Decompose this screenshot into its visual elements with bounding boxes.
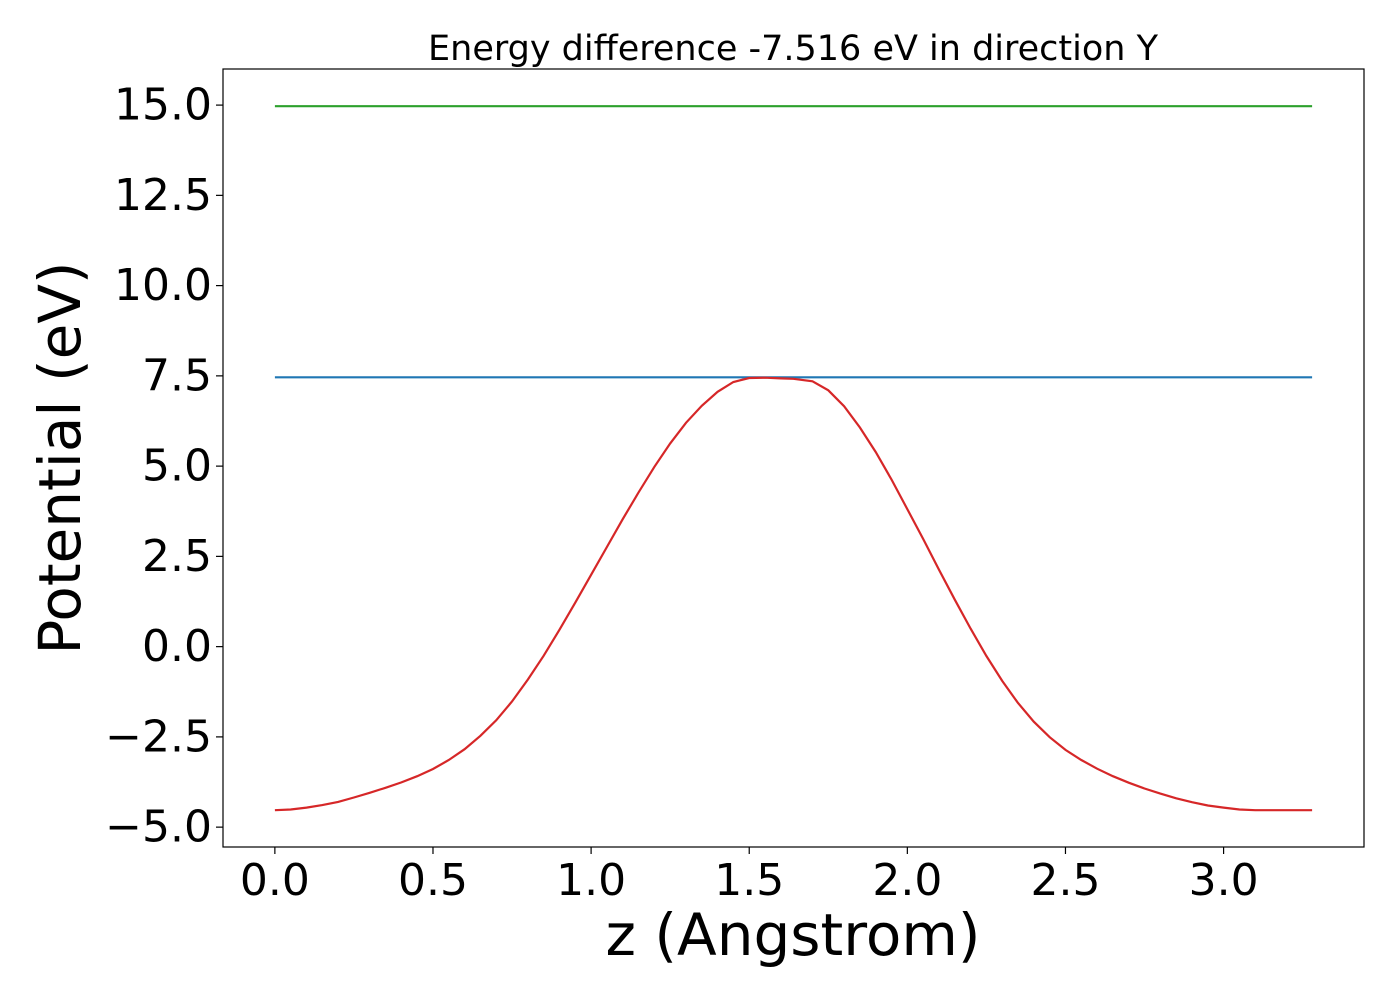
y-axis-label: Potential (eV): [26, 261, 94, 654]
x-tick-label: 1.0: [556, 855, 626, 906]
x-axis-ticks: 0.0 0.5 1.0 1.5 2.0 2.5 3.0: [240, 847, 1259, 906]
x-tick-label: 2.5: [1030, 855, 1100, 906]
plot-area: [274, 105, 1313, 812]
y-tick-label: 15.0: [114, 80, 212, 131]
series-line-3: [274, 376, 1313, 812]
x-tick-label: 3.0: [1189, 855, 1259, 906]
y-tick-label: 2.5: [142, 531, 212, 582]
x-tick-label: 1.5: [714, 855, 784, 906]
y-tick-label: −2.5: [105, 711, 212, 762]
y-axis-ticks: −5.0 −2.5 0.0 2.5 5.0 7.5 10.0 12.5 15.0: [105, 80, 223, 853]
y-tick-label: −5.0: [105, 802, 212, 853]
y-tick-label: 5.0: [142, 441, 212, 492]
y-tick-label: 12.5: [114, 170, 212, 221]
x-tick-label: 0.5: [398, 855, 468, 906]
x-tick-label: 2.0: [872, 855, 942, 906]
y-tick-label: 0.0: [142, 621, 212, 672]
plot-frame: [222, 68, 1365, 848]
x-tick-label: 0.0: [240, 855, 310, 906]
x-axis-label: z (Angstrom): [606, 901, 981, 969]
chart-title: Energy difference -7.516 eV in direction…: [428, 29, 1159, 69]
y-tick-label: 10.0: [114, 260, 212, 311]
y-tick-label: 7.5: [142, 350, 212, 401]
